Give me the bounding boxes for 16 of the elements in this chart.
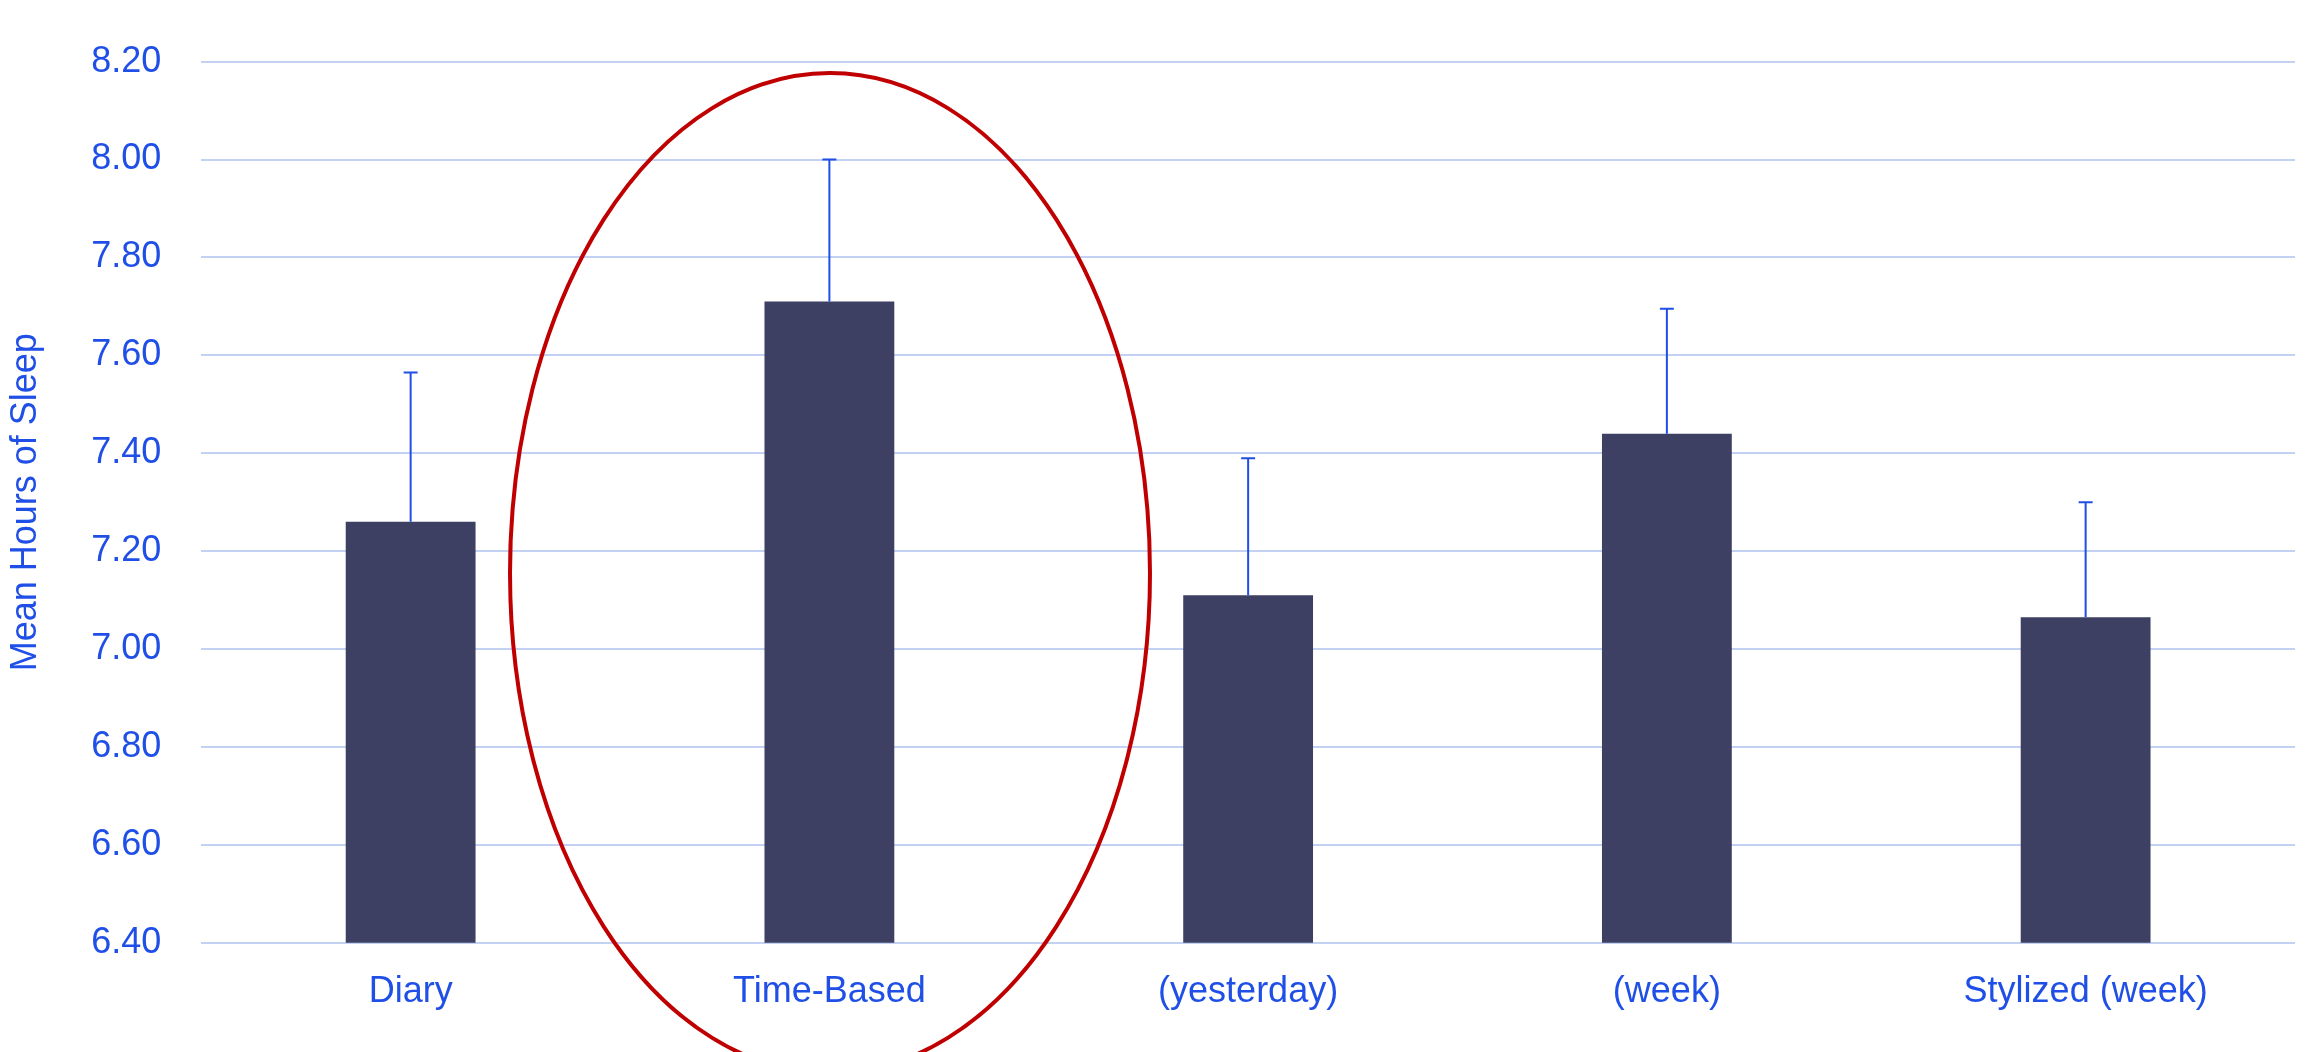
x-tick-label: (yesterday) — [1158, 969, 1339, 1011]
y-tick-label: 7.20 — [91, 528, 162, 570]
y-tick-label: 8.20 — [91, 38, 162, 80]
y-tick-label: 6.40 — [91, 919, 162, 961]
x-tick-label: Stylized (week) — [1963, 969, 2208, 1011]
y-tick-label: 7.80 — [91, 234, 162, 276]
x-tick-label: (week) — [1612, 969, 1721, 1011]
y-tick-label: 7.40 — [91, 430, 162, 472]
x-tick-label: Time-Based — [733, 969, 926, 1011]
y-tick-label: 6.60 — [91, 821, 162, 863]
y-tick-label: 7.60 — [91, 332, 162, 374]
y-tick-label: 7.00 — [91, 625, 162, 667]
y-tick-label: 6.80 — [91, 723, 162, 765]
y-tick-label: 8.00 — [91, 136, 162, 178]
x-tick-label: Diary — [368, 969, 453, 1011]
y-axis-title: Mean Hours of Sleep — [2, 333, 44, 672]
